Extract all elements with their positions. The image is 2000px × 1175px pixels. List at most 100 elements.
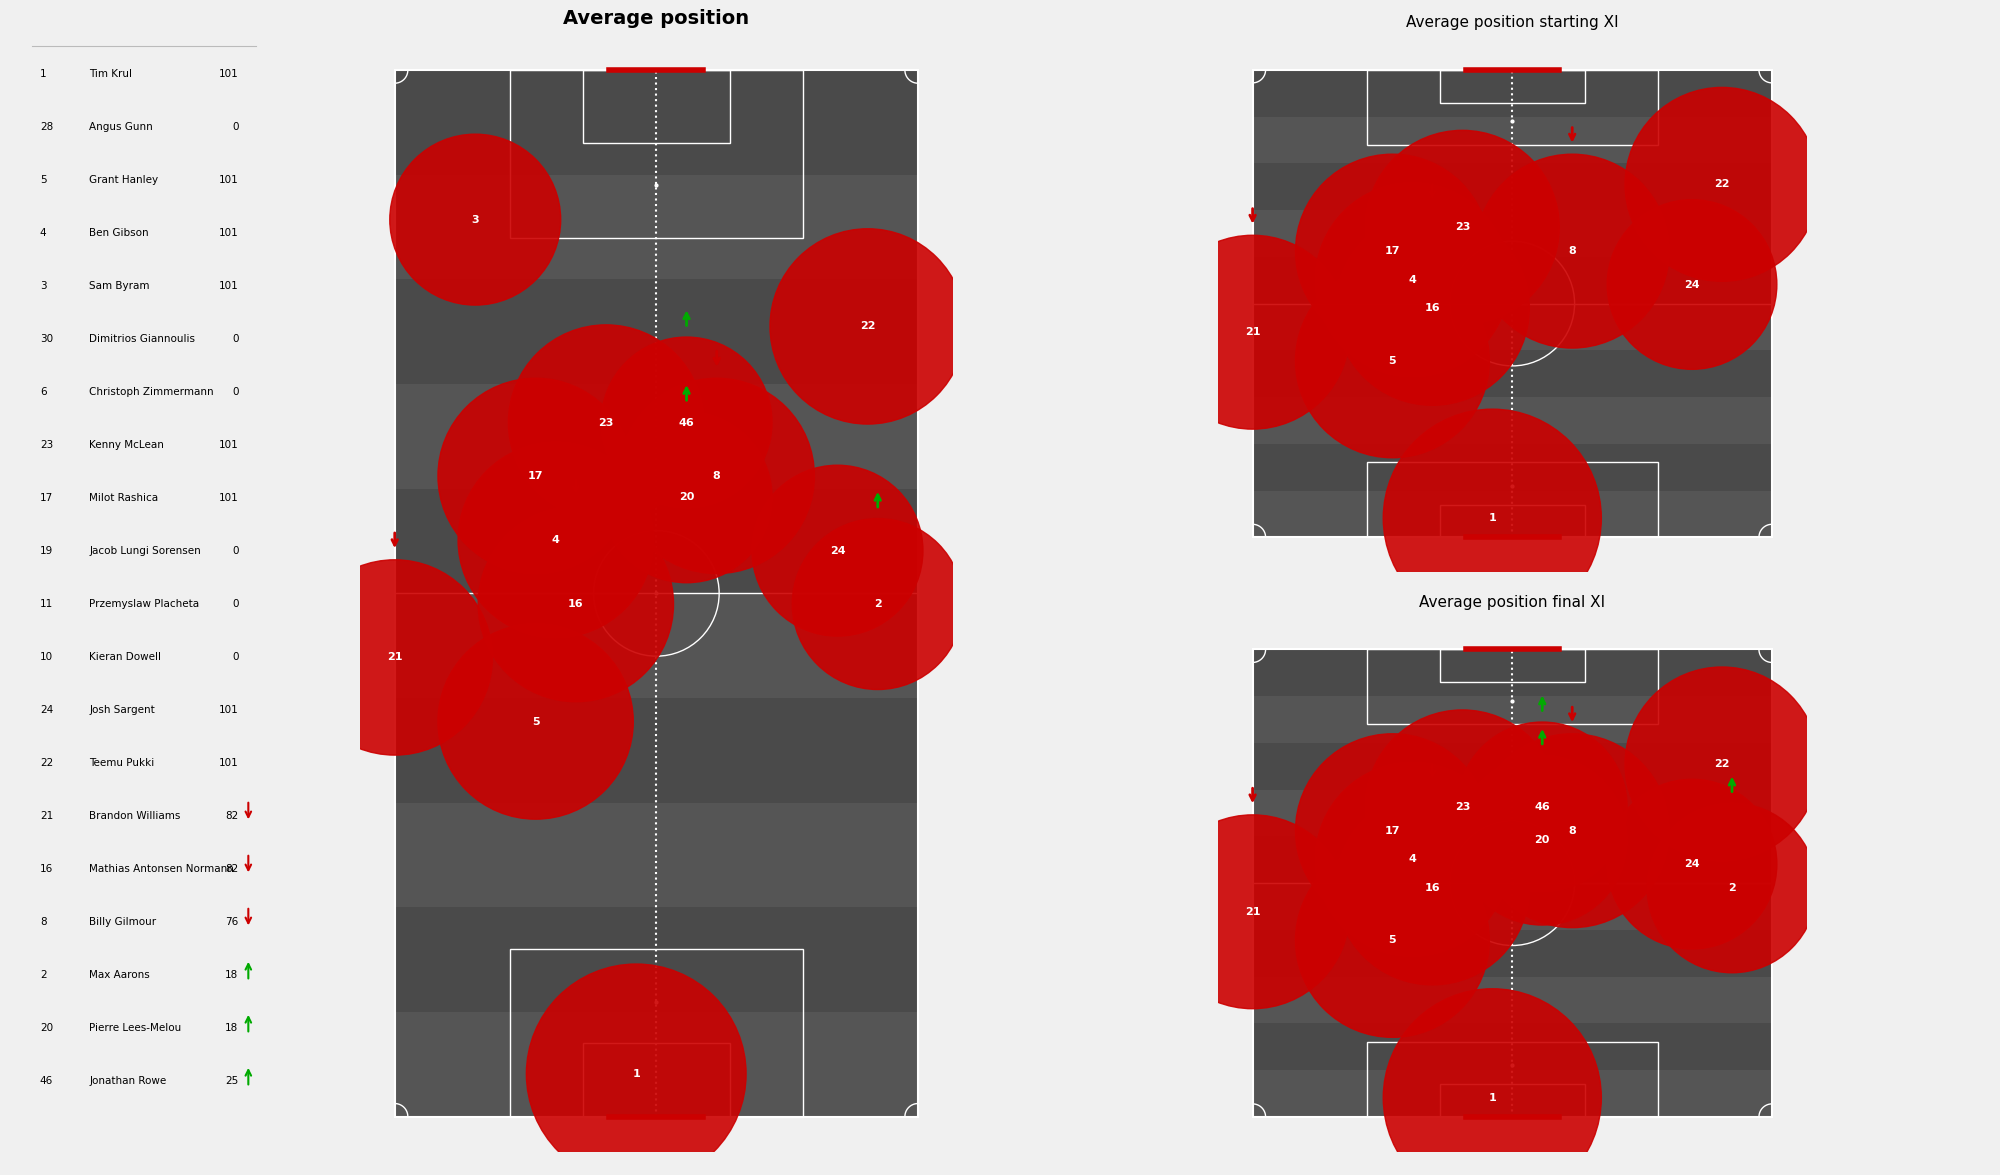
Circle shape (438, 378, 634, 573)
Bar (394, 70, 918, 175)
Bar (1252, 303, 1772, 350)
Text: Przemyslaw Placheta: Przemyslaw Placheta (90, 599, 200, 609)
Text: Mathias Antonsen Normann: Mathias Antonsen Normann (90, 864, 234, 874)
Bar (1252, 350, 1772, 397)
Text: 4: 4 (1408, 854, 1416, 865)
Bar (1252, 116, 1772, 163)
Text: 46: 46 (1534, 801, 1550, 812)
Circle shape (1296, 733, 1490, 927)
Bar (584, 70, 730, 143)
Text: 16: 16 (1424, 882, 1440, 893)
Text: 8: 8 (712, 471, 720, 481)
Text: 3: 3 (472, 215, 480, 224)
Circle shape (1156, 814, 1350, 1008)
Text: Angus Gunn: Angus Gunn (90, 122, 154, 132)
Bar (584, 1043, 730, 1116)
Bar (1252, 163, 1772, 210)
Bar (1366, 463, 1658, 537)
Text: 8: 8 (1568, 246, 1576, 256)
Bar (1252, 929, 1772, 976)
Text: 101: 101 (218, 228, 238, 237)
Bar (1252, 257, 1772, 303)
Text: 28: 28 (40, 122, 54, 132)
Bar (1252, 69, 1772, 116)
Text: 10: 10 (40, 652, 52, 662)
Text: Josh Sargent: Josh Sargent (90, 705, 156, 716)
Text: 46: 46 (40, 1076, 54, 1086)
Text: Brandon Williams: Brandon Williams (90, 811, 180, 821)
Circle shape (1626, 667, 1818, 861)
Text: 1: 1 (1488, 513, 1496, 523)
Bar (1440, 69, 1584, 102)
Bar (1366, 69, 1658, 145)
Text: 24: 24 (1684, 859, 1700, 870)
Circle shape (1296, 264, 1490, 458)
Bar (1366, 650, 1658, 724)
Text: 21: 21 (386, 652, 402, 663)
Text: 0: 0 (232, 599, 238, 609)
Text: 23: 23 (40, 439, 54, 450)
Text: Christoph Zimmermann: Christoph Zimmermann (90, 387, 214, 397)
Circle shape (1626, 87, 1818, 281)
Text: Milot Rashica: Milot Rashica (90, 494, 158, 503)
Bar (1252, 444, 1772, 490)
Circle shape (1316, 183, 1510, 377)
Text: Jacob Lungi Sorensen: Jacob Lungi Sorensen (90, 546, 202, 556)
Text: 5: 5 (40, 175, 46, 184)
Text: 24: 24 (830, 545, 846, 556)
Text: 18: 18 (226, 1023, 238, 1033)
Text: 0: 0 (232, 334, 238, 344)
Bar (394, 384, 918, 489)
Text: 0: 0 (232, 546, 238, 556)
Bar (394, 698, 918, 803)
Text: 101: 101 (218, 758, 238, 768)
Circle shape (752, 465, 922, 636)
Bar (1440, 1085, 1584, 1117)
Text: 5: 5 (1388, 935, 1396, 946)
Circle shape (1336, 212, 1530, 405)
Bar (1252, 650, 1772, 1117)
Text: 0: 0 (232, 387, 238, 397)
Text: 3: 3 (40, 281, 46, 291)
Text: Dimitrios Giannoulis: Dimitrios Giannoulis (90, 334, 196, 344)
Text: Billy Gilmour: Billy Gilmour (90, 916, 156, 927)
Text: 16: 16 (568, 599, 584, 609)
Text: 19: 19 (40, 546, 54, 556)
Circle shape (1476, 733, 1670, 927)
Bar (1252, 743, 1772, 790)
Text: 4: 4 (40, 228, 46, 237)
Text: Pierre Lees-Melou: Pierre Lees-Melou (90, 1023, 182, 1033)
Text: 20: 20 (678, 492, 694, 502)
Bar (1252, 490, 1772, 537)
Circle shape (792, 518, 964, 690)
Text: 17: 17 (528, 471, 544, 481)
Text: 4: 4 (1408, 275, 1416, 284)
Text: 46: 46 (678, 417, 694, 428)
Text: 20: 20 (1534, 835, 1550, 845)
Text: 23: 23 (1454, 222, 1470, 233)
Circle shape (438, 624, 634, 819)
Bar (1252, 790, 1772, 837)
Circle shape (1366, 710, 1560, 904)
Circle shape (770, 229, 966, 424)
Text: 2: 2 (1728, 882, 1736, 893)
Bar (1440, 504, 1584, 537)
Text: 2: 2 (874, 599, 882, 609)
Text: Teemu Pukki: Teemu Pukki (90, 758, 154, 768)
Text: 101: 101 (218, 705, 238, 716)
Text: 8: 8 (1568, 826, 1576, 835)
Text: 23: 23 (598, 417, 614, 428)
Circle shape (526, 963, 746, 1175)
Text: Max Aarons: Max Aarons (90, 971, 150, 980)
Text: 8: 8 (40, 916, 46, 927)
Bar (394, 803, 918, 907)
Text: 1: 1 (632, 1069, 640, 1079)
Text: 16: 16 (1424, 303, 1440, 314)
Text: 22: 22 (860, 322, 876, 331)
Circle shape (1608, 200, 1776, 369)
Circle shape (1156, 235, 1350, 429)
Text: 101: 101 (218, 175, 238, 184)
Text: Jonathan Rowe: Jonathan Rowe (90, 1076, 166, 1086)
Bar (394, 175, 918, 280)
Bar (1252, 1070, 1772, 1117)
